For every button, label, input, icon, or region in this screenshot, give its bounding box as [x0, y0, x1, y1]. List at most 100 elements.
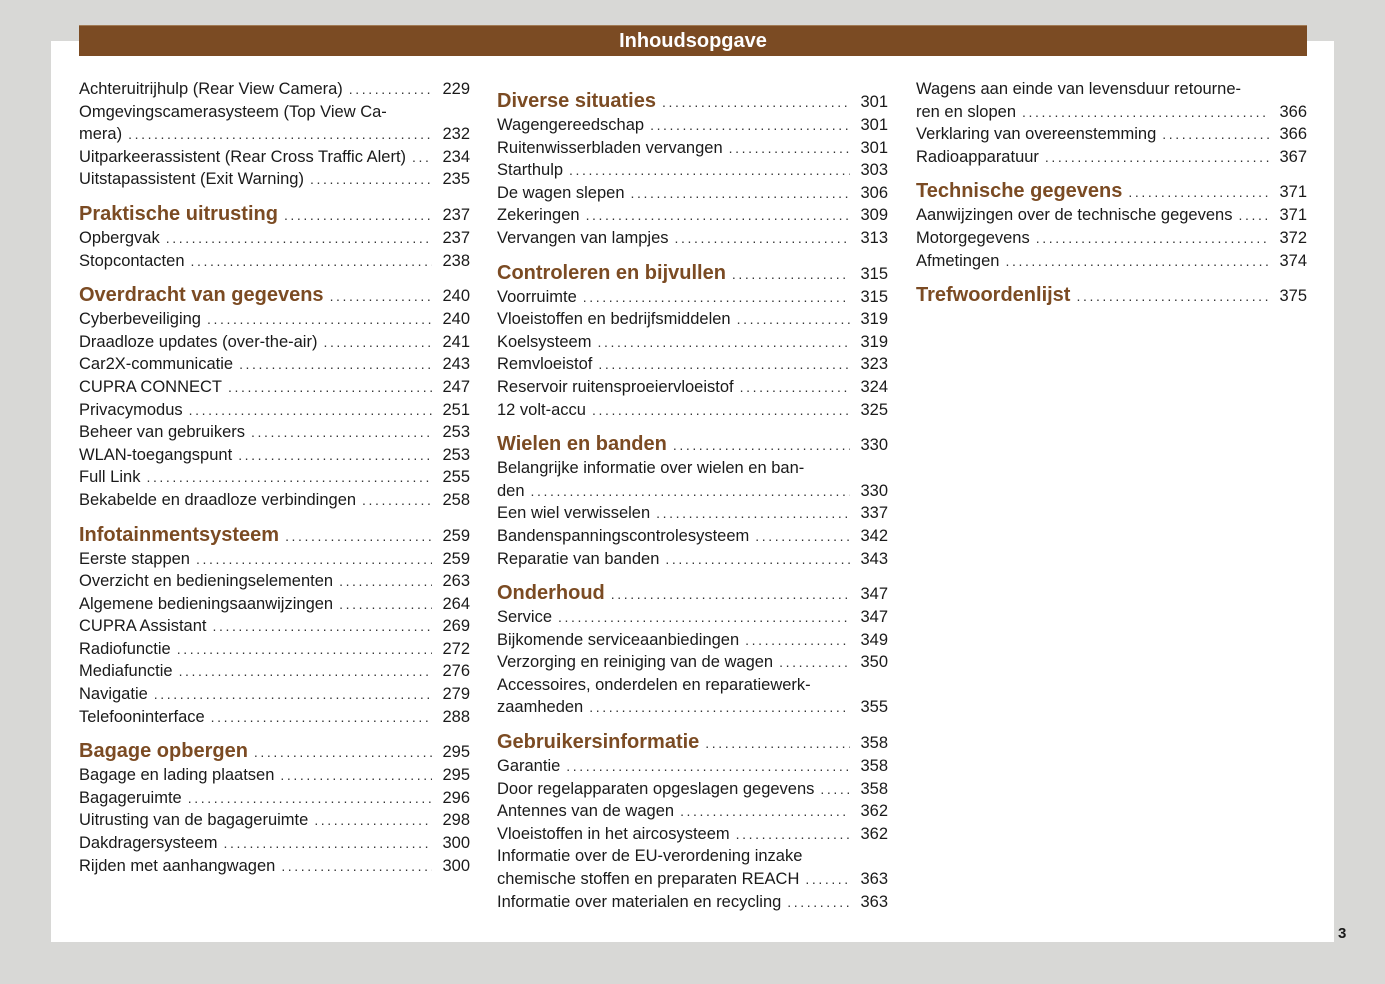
toc-entry[interactable]: Zekeringen..............................… [497, 204, 888, 227]
toc-entry[interactable]: Informatie over materialen en recycling.… [497, 891, 888, 914]
toc-entry-text: Door regelapparaten opgeslagen gegevens [497, 779, 815, 798]
toc-page-number: 330 [860, 481, 888, 500]
toc-section-heading[interactable]: Overdracht van gegevens.................… [79, 283, 470, 308]
toc-page-number: 255 [442, 468, 470, 487]
dot-leader: ........................................… [805, 871, 850, 888]
dot-leader: ........................................… [165, 229, 432, 246]
toc-entry[interactable]: Reparatie van banden....................… [497, 548, 888, 571]
toc-section-heading[interactable]: Trefwoordenlijst........................… [916, 283, 1307, 308]
toc-entry-text: Voorruimte [497, 287, 577, 306]
toc-section-heading[interactable]: Onderhoud...............................… [497, 581, 888, 606]
toc-entry[interactable]: Starthulp...............................… [497, 159, 888, 182]
toc-entry-text: CUPRA Assistant [79, 617, 207, 636]
toc-section-heading[interactable]: Bagage opbergen.........................… [79, 739, 470, 764]
toc-page-number: 363 [860, 892, 888, 911]
toc-section-heading[interactable]: Technische gegevens.....................… [916, 179, 1307, 204]
toc-entry[interactable]: Radioapparatuur.........................… [916, 146, 1307, 169]
toc-entry-text: Wagens aan einde van levensduur retourne… [916, 80, 1242, 98]
toc-entry-text: Omgevingscamerasysteem (Top View Ca- [79, 102, 387, 121]
toc-entry[interactable]: Door regelapparaten opgeslagen gegevens.… [497, 778, 888, 801]
toc-entry[interactable]: Een wiel verwisselen....................… [497, 502, 888, 525]
dot-leader: ........................................… [178, 663, 432, 680]
toc-entry[interactable]: Car2X-communicatie......................… [79, 353, 470, 376]
toc-page-number: 264 [442, 594, 470, 613]
toc-entry[interactable]: De wagen slepen.........................… [497, 182, 888, 205]
toc-entry[interactable]: Vloeistoffen in het aircosysteem........… [497, 823, 888, 846]
toc-entry[interactable]: Verklaring van overeenstemming..........… [916, 123, 1307, 146]
toc-entry[interactable]: WLAN-toegangspunt.......................… [79, 444, 470, 467]
toc-entry[interactable]: Informatie over de EU-verordening inzake… [497, 845, 888, 890]
toc-entry[interactable]: Wagens aan einde van levensduur retourne… [916, 78, 1307, 123]
dot-leader: ........................................… [228, 378, 432, 395]
dot-leader: ........................................… [735, 825, 850, 842]
toc-entry[interactable]: Full Link...............................… [79, 466, 470, 489]
toc-entry[interactable]: Bagage en lading plaatsen...............… [79, 764, 470, 787]
toc-entry[interactable]: Uitrusting van de bagageruimte..........… [79, 809, 470, 832]
toc-entry[interactable]: Uitparkeerassistent (Rear Cross Traffic … [79, 146, 470, 169]
toc-entry[interactable]: Uitstapassistent (Exit Warning).........… [79, 168, 470, 191]
toc-entry[interactable]: Remvloeistof............................… [497, 353, 888, 376]
toc-entry[interactable]: Vloeistoffen en bedrijfsmiddelen........… [497, 308, 888, 331]
toc-entry[interactable]: Reservoir ruitensproeiervloeistof.......… [497, 376, 888, 399]
toc-entry-text: Vervangen van lampjes [497, 228, 669, 247]
toc-entry[interactable]: Beheer van gebruikers...................… [79, 421, 470, 444]
toc-entry[interactable]: Rijden met aanhangwagen.................… [79, 855, 470, 878]
dot-leader: ........................................… [665, 550, 850, 567]
toc-entry[interactable]: CUPRA Assistant.........................… [79, 615, 470, 638]
toc-entry[interactable]: Cyberbeveiliging........................… [79, 308, 470, 331]
dot-leader: ........................................… [1128, 184, 1269, 201]
dot-leader: ........................................… [309, 171, 432, 188]
toc-page-number: 313 [860, 228, 888, 247]
toc-entry[interactable]: 12 volt-accu............................… [497, 399, 888, 422]
toc-entry[interactable]: Bagageruimte............................… [79, 787, 470, 810]
toc-entry[interactable]: Privacymodus............................… [79, 399, 470, 422]
toc-entry[interactable]: Belangrijke informatie over wielen en ba… [497, 457, 888, 502]
toc-section-heading[interactable]: Praktische uitrusting...................… [79, 202, 470, 227]
toc-section-heading[interactable]: Wielen en banden........................… [497, 432, 888, 457]
toc-entry[interactable]: Aanwijzingen over de technische gegevens… [916, 204, 1307, 227]
toc-entry[interactable]: Stopcontacten...........................… [79, 250, 470, 273]
toc-section-heading[interactable]: Controleren en bijvullen................… [497, 261, 888, 286]
dot-leader: ........................................… [674, 229, 850, 246]
toc-entry[interactable]: Draadloze updates (over-the-air)........… [79, 331, 470, 354]
toc-entry[interactable]: Motorgegevens...........................… [916, 227, 1307, 250]
toc-entry[interactable]: Algemene bedieningsaanwijzingen.........… [79, 593, 470, 616]
toc-entry[interactable]: Overzicht en bedieningselementen........… [79, 570, 470, 593]
toc-entry[interactable]: Afmetingen..............................… [916, 250, 1307, 273]
toc-entry[interactable]: Ruitenwisserbladen vervangen............… [497, 137, 888, 160]
toc-entry[interactable]: Telefooninterface.......................… [79, 706, 470, 729]
toc-entry-text: Verklaring van overeenstemming [916, 125, 1157, 144]
toc-page-number: 259 [442, 526, 470, 545]
toc-entry-text: Garantie [497, 757, 561, 776]
dot-leader: ........................................… [569, 162, 850, 179]
toc-entry[interactable]: Omgevingscamerasysteem (Top View Ca-mera… [79, 101, 470, 146]
toc-entry[interactable]: Vervangen van lampjes...................… [497, 227, 888, 250]
toc-entry[interactable]: Opbergvak...............................… [79, 227, 470, 250]
toc-entry[interactable]: Verzorging en reiniging van de wagen....… [497, 651, 888, 674]
toc-entry[interactable]: Antennes van de wagen...................… [497, 800, 888, 823]
toc-entry[interactable]: Bandenspanningscontrolesysteem..........… [497, 525, 888, 548]
toc-entry[interactable]: Koelsysteem.............................… [497, 331, 888, 354]
toc-entry[interactable]: Mediafunctie............................… [79, 660, 470, 683]
dot-leader: ........................................… [1076, 288, 1269, 305]
toc-entry[interactable]: Eerste stappen..........................… [79, 548, 470, 571]
toc-section-heading[interactable]: Gebruikersinformatie....................… [497, 730, 888, 755]
toc-section-heading[interactable]: Infotainmentsysteem.....................… [79, 523, 470, 548]
toc-entry[interactable]: Bijkomende serviceaanbiedingen..........… [497, 629, 888, 652]
toc-entry[interactable]: Service.................................… [497, 606, 888, 629]
toc-page-number: 306 [860, 183, 888, 202]
toc-entry[interactable]: CUPRA CONNECT...........................… [79, 376, 470, 399]
toc-page-number: 253 [442, 423, 470, 442]
toc-entry[interactable]: Bekabelde en draadloze verbindingen.....… [79, 489, 470, 512]
toc-entry[interactable]: Radiofunctie............................… [79, 638, 470, 661]
toc-section-heading[interactable]: Diverse situaties.......................… [497, 89, 888, 114]
toc-entry[interactable]: Garantie................................… [497, 755, 888, 778]
toc-page-number: 263 [442, 572, 470, 591]
toc-page-number: 372 [1279, 228, 1307, 247]
toc-entry[interactable]: Navigatie...............................… [79, 683, 470, 706]
toc-entry[interactable]: Wagengereedschap........................… [497, 114, 888, 137]
toc-entry[interactable]: Voorruimte..............................… [497, 286, 888, 309]
toc-entry[interactable]: Dakdragersysteem........................… [79, 832, 470, 855]
toc-entry[interactable]: Accessoires, onderdelen en reparatiewerk… [497, 674, 888, 719]
toc-entry[interactable]: Achteruitrijhulp (Rear View Camera).....… [79, 78, 470, 101]
